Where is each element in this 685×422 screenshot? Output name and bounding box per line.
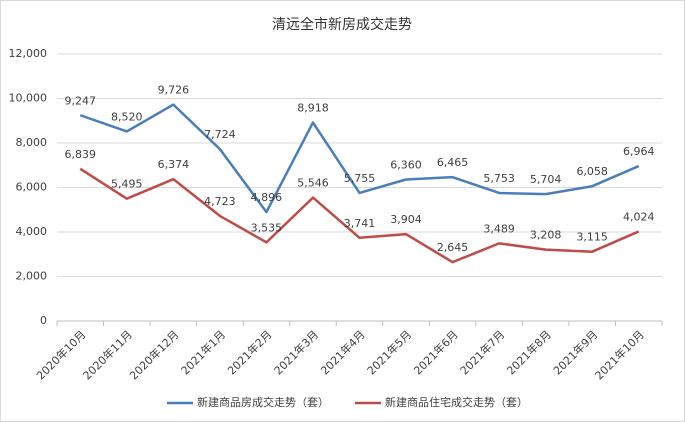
y-tick-label: 10,000: [9, 92, 48, 105]
chart-title: 清远全市新房成交走势: [272, 16, 412, 33]
legend-label: 新建商品住宅成交走势（套）: [385, 395, 528, 409]
y-tick-label: 8,000: [16, 136, 48, 149]
data-label: 6,374: [158, 158, 190, 171]
data-label: 8,520: [111, 110, 143, 123]
data-label: 6,058: [576, 165, 608, 178]
data-label: 5,546: [297, 177, 329, 190]
data-label: 5,704: [530, 173, 562, 186]
data-label: 5,753: [483, 172, 515, 185]
y-tick-label: 0: [40, 314, 47, 327]
data-label: 6,360: [390, 158, 422, 171]
legend-label: 新建商品房成交走势（套）: [197, 395, 329, 409]
data-label: 5,495: [111, 178, 143, 191]
line: [79, 103, 640, 214]
data-label: 9,726: [158, 84, 190, 97]
data-label: 3,115: [576, 231, 608, 244]
y-tick-label: 12,000: [9, 47, 48, 60]
data-label: 3,904: [390, 213, 422, 226]
data-label: 6,964: [623, 145, 655, 158]
data-label: 4,723: [204, 195, 236, 208]
data-label: 3,535: [251, 221, 283, 234]
data-label: 6,839: [65, 148, 97, 161]
data-label: 3,208: [530, 229, 562, 242]
data-label: 4,024: [623, 210, 655, 223]
data-label: 9,247: [65, 94, 97, 107]
data-label: 4,896: [251, 191, 283, 204]
data-label: 3,489: [483, 222, 515, 235]
data-label: 6,465: [437, 156, 469, 169]
y-tick-label: 4,000: [16, 225, 48, 238]
y-tick-label: 2,000: [16, 270, 48, 283]
data-label: 2,645: [437, 241, 469, 254]
y-tick-label: 6,000: [16, 181, 48, 194]
data-label: 7,724: [204, 128, 236, 141]
data-label: 5,755: [344, 172, 376, 185]
data-label: 3,741: [344, 217, 376, 230]
line: [79, 167, 640, 264]
data-label: 8,918: [297, 102, 329, 115]
